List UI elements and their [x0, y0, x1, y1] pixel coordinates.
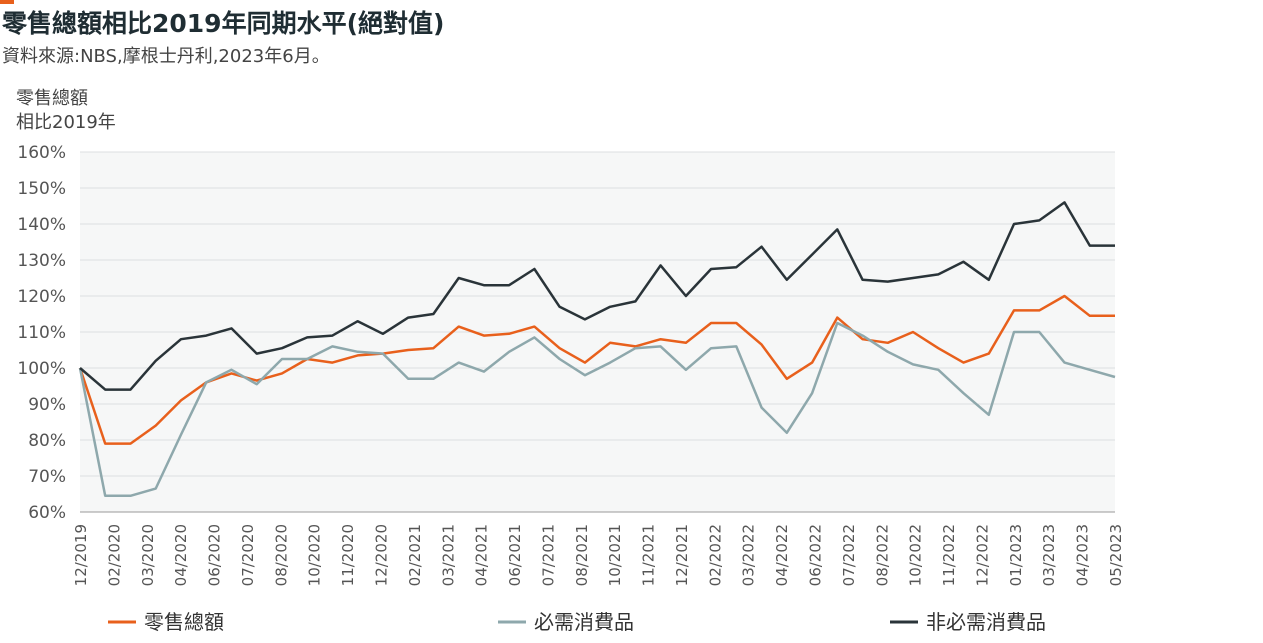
x-tick-label: 06/2020: [206, 524, 224, 586]
y-tick-label: 120%: [17, 287, 66, 307]
x-tick-label: 11/2021: [640, 524, 658, 586]
x-tick-label: 02/2020: [105, 524, 123, 586]
x-tick-label: 08/2022: [873, 524, 891, 586]
accent-bar: [0, 0, 14, 4]
y-tick-label: 70%: [28, 467, 66, 487]
y-tick-label: 160%: [17, 143, 66, 163]
x-tick-label: 11/2020: [339, 524, 357, 586]
y-tick-label: 130%: [17, 251, 66, 271]
series-line: [79, 201, 1115, 391]
y-tick-label: 110%: [17, 323, 66, 343]
y-tick-label: 140%: [17, 215, 66, 235]
x-tick-label: 03/2023: [1040, 524, 1058, 586]
x-tick-label: 07/2020: [239, 524, 257, 586]
x-tick-label: 10/2022: [907, 524, 925, 586]
chart-subtitle: 資料來源:NBS,摩根士丹利,2023年6月。: [2, 46, 330, 67]
y-tick-label: 90%: [28, 395, 66, 415]
x-tick-label: 10/2020: [306, 524, 324, 586]
x-tick-label: 12/2020: [372, 524, 390, 586]
x-tick-label: 10/2021: [606, 524, 624, 586]
x-tick-label: 06/2021: [506, 524, 524, 586]
y-axis-label: 零售總額: [16, 88, 88, 109]
y-tick-label: 60%: [28, 503, 66, 523]
x-tick-label: 12/2021: [673, 524, 691, 586]
x-tick-label: 03/2020: [139, 524, 157, 586]
legend-label: 必需消費品: [534, 610, 634, 634]
legend-label: 非必需消費品: [926, 610, 1046, 634]
x-tick-label: 04/2020: [172, 524, 190, 586]
x-tick-label: 05/2023: [1107, 524, 1125, 586]
y-tick-label: 100%: [17, 359, 66, 379]
x-tick-label: 12/2019: [72, 524, 90, 586]
chart-title: 零售總額相比2019年同期水平(絕對值): [1, 9, 444, 38]
x-tick-label: 06/2022: [807, 524, 825, 586]
x-tick-label: 01/2023: [1007, 524, 1025, 586]
x-tick-label: 03/2021: [439, 524, 457, 586]
x-tick-label: 02/2021: [406, 524, 424, 586]
series-line: [78, 321, 1116, 498]
x-tick-label: 02/2022: [706, 524, 724, 586]
x-tick-label: 07/2022: [840, 524, 858, 586]
legend-label: 零售總額: [144, 610, 224, 634]
x-tick-label: 11/2022: [940, 524, 958, 586]
y-axis-label: 相比2019年: [16, 112, 116, 133]
x-tick-label: 08/2021: [573, 524, 591, 586]
series-line: [78, 294, 1115, 445]
x-tick-label: 07/2021: [539, 524, 557, 586]
x-tick-label: 12/2022: [973, 524, 991, 586]
y-tick-label: 150%: [17, 179, 66, 199]
x-tick-label: 04/2023: [1074, 524, 1092, 586]
x-tick-label: 04/2021: [473, 524, 491, 586]
y-tick-label: 80%: [28, 431, 66, 451]
x-tick-label: 08/2020: [272, 524, 290, 586]
x-tick-label: 04/2022: [773, 524, 791, 586]
x-tick-label: 03/2022: [740, 524, 758, 586]
